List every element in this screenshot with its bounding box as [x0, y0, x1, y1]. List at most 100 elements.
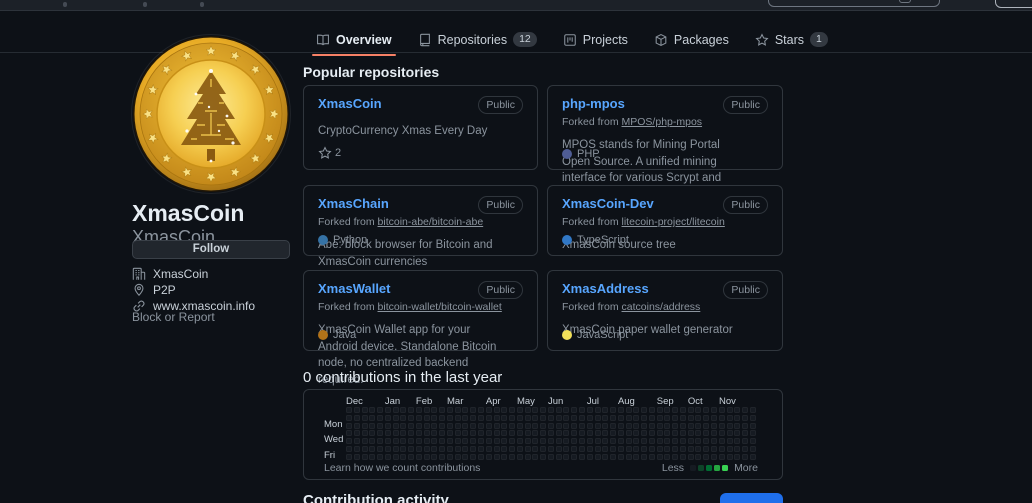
contribution-cell[interactable] — [555, 445, 562, 452]
contribution-cell[interactable] — [446, 414, 453, 421]
contribution-cell[interactable] — [353, 422, 360, 429]
contribution-cell[interactable] — [423, 438, 430, 445]
contribution-cell[interactable] — [672, 414, 679, 421]
contribution-cell[interactable] — [641, 407, 648, 413]
contribution-cell[interactable] — [749, 453, 756, 460]
contribution-cell[interactable] — [353, 438, 360, 445]
contribution-cell[interactable] — [687, 453, 694, 460]
contribution-cell[interactable] — [641, 414, 648, 421]
contribution-cell[interactable] — [633, 453, 640, 460]
contribution-cell[interactable] — [687, 422, 694, 429]
contribution-cell[interactable] — [509, 422, 516, 429]
contribution-cell[interactable] — [454, 445, 461, 452]
contribution-cell[interactable] — [524, 430, 531, 437]
contribution-cell[interactable] — [353, 453, 360, 460]
contribution-cell[interactable] — [648, 438, 655, 445]
fork-source-link[interactable]: bitcoin-abe/bitcoin-abe — [377, 216, 484, 228]
contribution-cell[interactable] — [346, 453, 352, 460]
contribution-cell[interactable] — [710, 422, 717, 429]
contribution-cell[interactable] — [742, 438, 749, 445]
contribution-cell[interactable] — [563, 445, 570, 452]
contribution-cell[interactable] — [423, 422, 430, 429]
contribution-cell[interactable] — [594, 422, 601, 429]
contribution-cell[interactable] — [532, 407, 539, 413]
contribution-cell[interactable] — [439, 445, 446, 452]
contribution-cell[interactable] — [423, 453, 430, 460]
contribution-cell[interactable] — [485, 414, 492, 421]
contribution-cell[interactable] — [431, 430, 438, 437]
contribution-cell[interactable] — [594, 445, 601, 452]
contribution-cell[interactable] — [369, 453, 376, 460]
contribution-cell[interactable] — [400, 430, 407, 437]
contribution-cell[interactable] — [431, 407, 438, 413]
contribution-cell[interactable] — [602, 438, 609, 445]
contribution-cell[interactable] — [625, 407, 632, 413]
contribution-cell[interactable] — [710, 407, 717, 413]
contribution-cell[interactable] — [454, 430, 461, 437]
contribution-cell[interactable] — [726, 407, 733, 413]
contribution-cell[interactable] — [571, 438, 578, 445]
contribution-cell[interactable] — [664, 453, 671, 460]
contribution-cell[interactable] — [578, 445, 585, 452]
contribution-cell[interactable] — [462, 438, 469, 445]
contribution-cell[interactable] — [353, 407, 360, 413]
contribution-cell[interactable] — [687, 445, 694, 452]
contribution-cell[interactable] — [493, 430, 500, 437]
contribution-cell[interactable] — [346, 445, 352, 452]
contribution-cell[interactable] — [633, 438, 640, 445]
contribution-cell[interactable] — [718, 422, 725, 429]
contribution-cell[interactable] — [679, 422, 686, 429]
contribution-cell[interactable] — [361, 453, 368, 460]
contribution-cell[interactable] — [679, 453, 686, 460]
contribution-cell[interactable] — [493, 414, 500, 421]
contribution-cell[interactable] — [679, 407, 686, 413]
contribution-cell[interactable] — [656, 422, 663, 429]
contribution-cell[interactable] — [578, 414, 585, 421]
contribution-cell[interactable] — [392, 414, 399, 421]
contribution-cell[interactable] — [509, 414, 516, 421]
contribution-cell[interactable] — [369, 407, 376, 413]
contribution-cell[interactable] — [524, 422, 531, 429]
contribution-cell[interactable] — [423, 407, 430, 413]
contribution-cell[interactable] — [415, 407, 422, 413]
contribution-cell[interactable] — [384, 414, 391, 421]
contribution-cell[interactable] — [718, 438, 725, 445]
contribution-cell[interactable] — [501, 407, 508, 413]
contribution-cell[interactable] — [353, 430, 360, 437]
contribution-cell[interactable] — [454, 422, 461, 429]
contribution-cell[interactable] — [726, 438, 733, 445]
contribution-cell[interactable] — [625, 453, 632, 460]
contribution-cell[interactable] — [617, 438, 624, 445]
contribution-cell[interactable] — [610, 414, 617, 421]
contribution-cell[interactable] — [726, 453, 733, 460]
contribution-cell[interactable] — [703, 453, 710, 460]
contribution-cell[interactable] — [718, 414, 725, 421]
contribution-cell[interactable] — [462, 453, 469, 460]
contribution-cell[interactable] — [392, 422, 399, 429]
contribution-cell[interactable] — [408, 445, 415, 452]
contribution-cell[interactable] — [703, 414, 710, 421]
contribution-cell[interactable] — [586, 453, 593, 460]
contribution-cell[interactable] — [594, 414, 601, 421]
contribution-cell[interactable] — [617, 430, 624, 437]
contribution-cell[interactable] — [501, 445, 508, 452]
contribution-cell[interactable] — [501, 414, 508, 421]
contribution-cell[interactable] — [346, 438, 352, 445]
contribution-cell[interactable] — [384, 453, 391, 460]
contribution-cell[interactable] — [516, 422, 523, 429]
contribution-cell[interactable] — [648, 430, 655, 437]
fork-source-link[interactable]: bitcoin-wallet/bitcoin-wallet — [377, 301, 502, 313]
contribution-cell[interactable] — [586, 430, 593, 437]
contribution-cell[interactable] — [555, 453, 562, 460]
contribution-cell[interactable] — [734, 414, 741, 421]
contribution-cell[interactable] — [509, 430, 516, 437]
contribution-cell[interactable] — [641, 438, 648, 445]
contribution-cell[interactable] — [555, 414, 562, 421]
contribution-cell[interactable] — [446, 453, 453, 460]
contribution-cell[interactable] — [377, 445, 384, 452]
contribution-cell[interactable] — [555, 438, 562, 445]
contribution-cell[interactable] — [516, 438, 523, 445]
contribution-cell[interactable] — [563, 430, 570, 437]
contribution-cell[interactable] — [423, 445, 430, 452]
contribution-cell[interactable] — [664, 414, 671, 421]
